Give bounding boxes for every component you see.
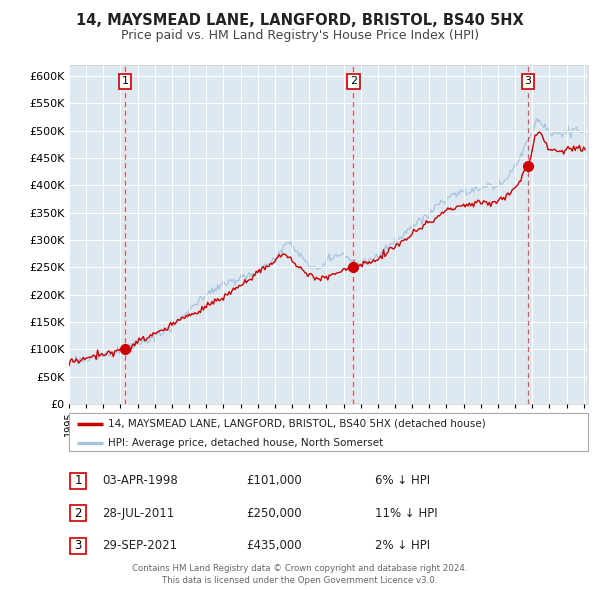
Text: 14, MAYSMEAD LANE, LANGFORD, BRISTOL, BS40 5HX: 14, MAYSMEAD LANE, LANGFORD, BRISTOL, BS… — [76, 13, 524, 28]
Text: 29-SEP-2021: 29-SEP-2021 — [102, 539, 177, 552]
Text: 1: 1 — [74, 474, 82, 487]
Text: Price paid vs. HM Land Registry's House Price Index (HPI): Price paid vs. HM Land Registry's House … — [121, 29, 479, 42]
Text: 2: 2 — [350, 76, 357, 86]
Text: 1: 1 — [122, 76, 128, 86]
Text: 3: 3 — [524, 76, 532, 86]
Text: £101,000: £101,000 — [246, 474, 302, 487]
Text: Contains HM Land Registry data © Crown copyright and database right 2024.
This d: Contains HM Land Registry data © Crown c… — [132, 565, 468, 585]
Text: HPI: Average price, detached house, North Somerset: HPI: Average price, detached house, Nort… — [108, 438, 383, 448]
Text: £435,000: £435,000 — [246, 539, 302, 552]
Text: 11% ↓ HPI: 11% ↓ HPI — [375, 507, 437, 520]
Text: 14, MAYSMEAD LANE, LANGFORD, BRISTOL, BS40 5HX (detached house): 14, MAYSMEAD LANE, LANGFORD, BRISTOL, BS… — [108, 419, 485, 429]
Text: £250,000: £250,000 — [246, 507, 302, 520]
Text: 3: 3 — [74, 539, 82, 552]
Text: 03-APR-1998: 03-APR-1998 — [102, 474, 178, 487]
Text: 6% ↓ HPI: 6% ↓ HPI — [375, 474, 430, 487]
Text: 2: 2 — [74, 507, 82, 520]
Text: 2% ↓ HPI: 2% ↓ HPI — [375, 539, 430, 552]
Text: 28-JUL-2011: 28-JUL-2011 — [102, 507, 174, 520]
